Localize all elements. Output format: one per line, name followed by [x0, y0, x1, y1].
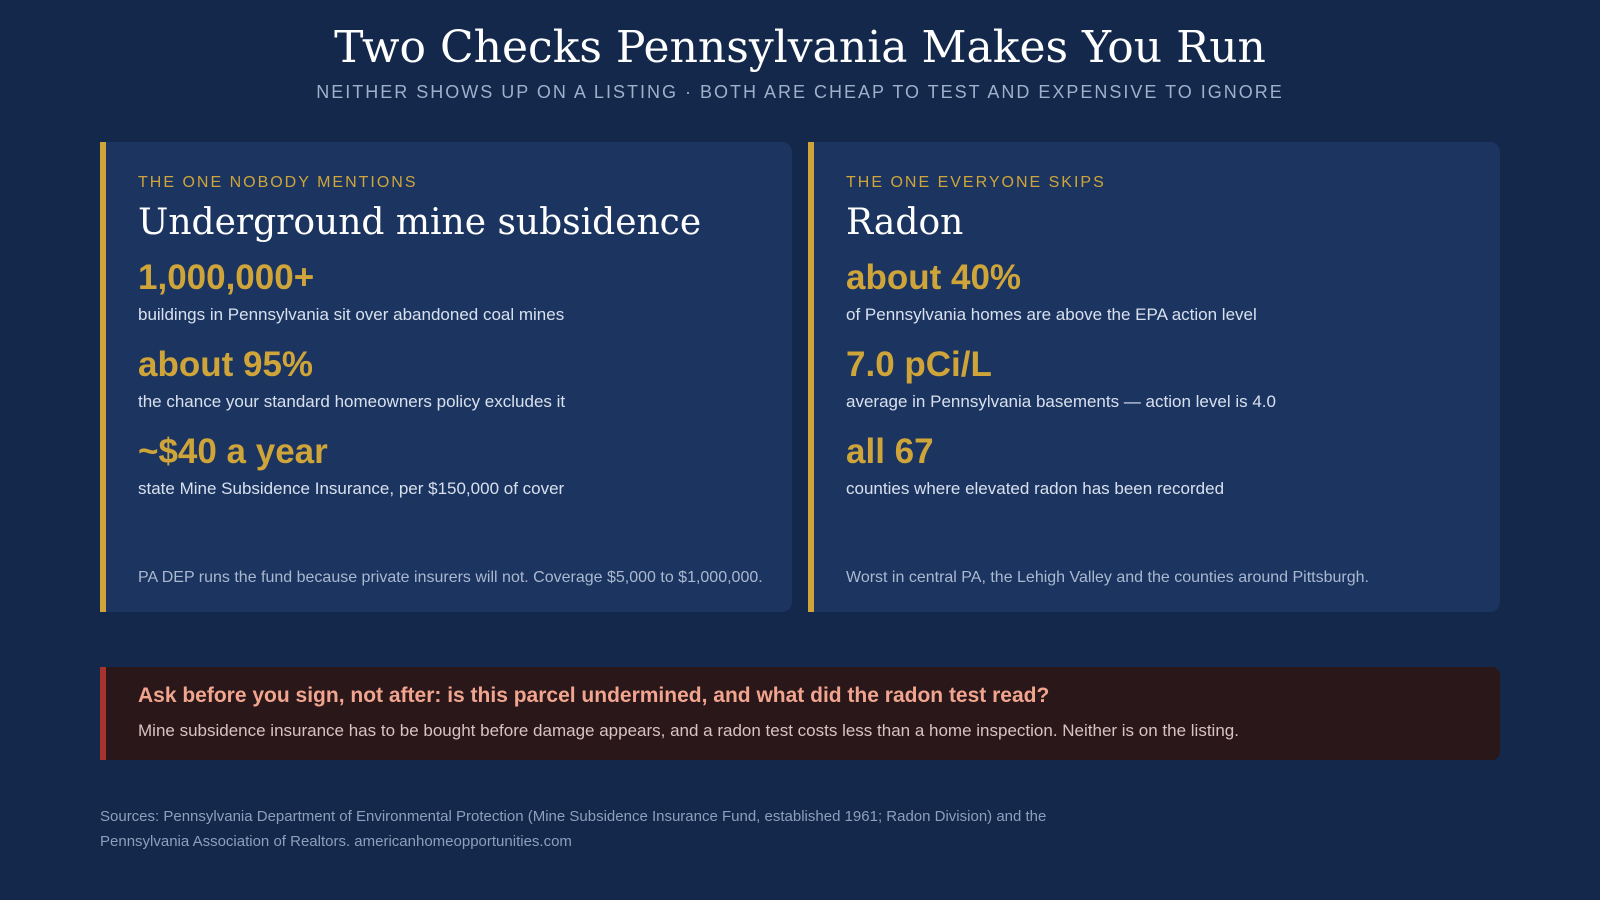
card-eyebrow: THE ONE NOBODY MENTIONS: [138, 174, 418, 191]
stat-description: of Pennsylvania homes are above the EPA …: [846, 305, 1257, 324]
stat-policy-exclusion: about 95% the chance your standard homeo…: [138, 345, 788, 413]
warning-body: Mine subsidence insurance has to be boug…: [138, 721, 1239, 740]
stat-counties: all 67 counties where elevated radon has…: [846, 432, 1496, 500]
stat-value: about 95%: [138, 345, 314, 384]
card-note: PA DEP runs the fund because private ins…: [138, 569, 763, 586]
radon-card: THE ONE EVERYONE SKIPS Radon about 40% o…: [808, 142, 1500, 612]
stat-insurance-cost: ~$40 a year state Mine Subsidence Insura…: [138, 432, 788, 500]
stat-buildings: 1,000,000+ buildings in Pennsylvania sit…: [138, 258, 788, 326]
stat-value: all 67: [846, 432, 934, 471]
warning-title: Ask before you sign, not after: is this …: [138, 684, 1050, 707]
mine-subsidence-card: THE ONE NOBODY MENTIONS Underground mine…: [100, 142, 792, 612]
warning-callout: Ask before you sign, not after: is this …: [100, 667, 1500, 760]
stat-value: 1,000,000+: [138, 258, 315, 297]
stat-value: ~$40 a year: [138, 432, 328, 471]
stat-description: average in Pennsylvania basements — acti…: [846, 392, 1276, 411]
stat-description: the chance your standard homeowners poli…: [138, 392, 566, 411]
sources-footer: Sources: Pennsylvania Department of Envi…: [100, 804, 1200, 854]
sources-line: Pennsylvania Association of Realtors. am…: [100, 833, 572, 850]
page-title: Two Checks Pennsylvania Makes You Run: [334, 22, 1266, 73]
stat-average-level: 7.0 pCi/L average in Pennsylvania baseme…: [846, 345, 1496, 413]
card-heading: Underground mine subsidence: [138, 202, 702, 243]
stat-homes-above-level: about 40% of Pennsylvania homes are abov…: [846, 258, 1496, 326]
card-note: Worst in central PA, the Lehigh Valley a…: [846, 569, 1369, 586]
card-eyebrow: THE ONE EVERYONE SKIPS: [846, 174, 1106, 191]
sources-line: Sources: Pennsylvania Department of Envi…: [100, 808, 1047, 825]
stat-value: 7.0 pCi/L: [846, 345, 992, 384]
stat-value: about 40%: [846, 258, 1022, 297]
page-subtitle: NEITHER SHOWS UP ON A LISTING · BOTH ARE…: [316, 82, 1284, 102]
stat-description: counties where elevated radon has been r…: [846, 479, 1225, 498]
stat-description: state Mine Subsidence Insurance, per $15…: [138, 479, 565, 498]
card-heading: Radon: [846, 202, 964, 243]
stat-description: buildings in Pennsylvania sit over aband…: [138, 305, 565, 324]
